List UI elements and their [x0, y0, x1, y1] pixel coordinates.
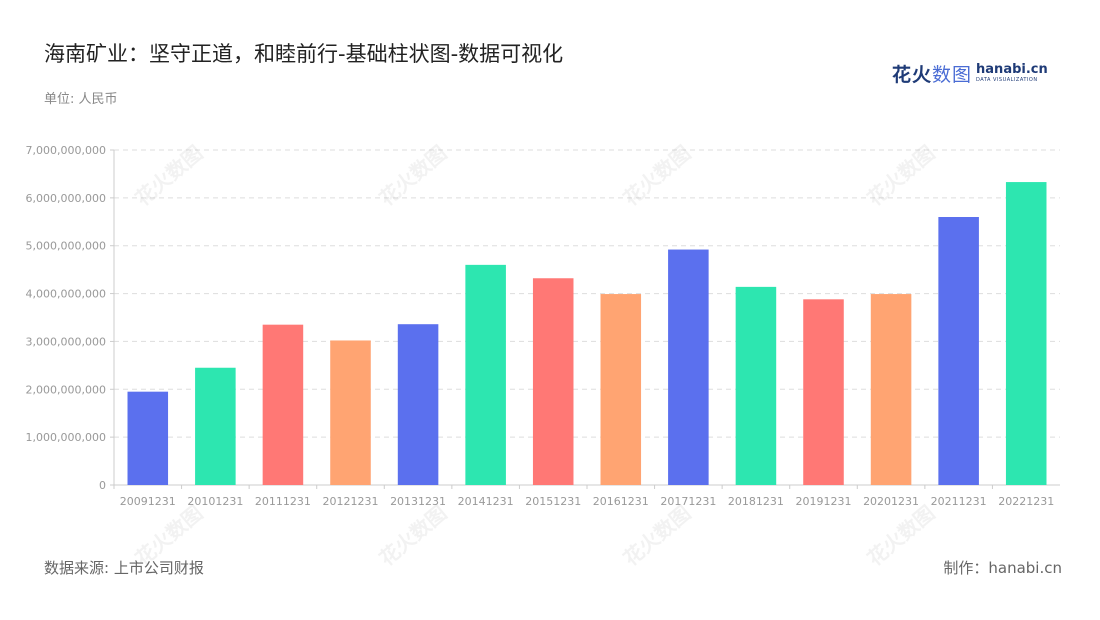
- x-tick-label: 20131231: [390, 495, 446, 508]
- y-tick-label: 1,000,000,000: [26, 431, 106, 444]
- bar: [262, 324, 304, 485]
- bar: [330, 340, 371, 485]
- y-tick-label: 7,000,000,000: [26, 144, 106, 157]
- y-tick-label: 0: [99, 479, 106, 492]
- brand-logo: 花火数图 hanabi.cn DATA VISUALIZATION: [892, 58, 1048, 88]
- x-tick-label: 20171231: [660, 495, 716, 508]
- x-tick-label: 20101231: [187, 495, 243, 508]
- x-tick-label: 20111231: [255, 495, 311, 508]
- maker-credit: 制作：hanabi.cn: [943, 559, 1062, 577]
- unit-label: 单位: 人民币: [44, 92, 118, 107]
- x-tick-label: 20121231: [323, 495, 379, 508]
- x-tick-label: 20211231: [931, 495, 987, 508]
- logo-en: hanabi.cn DATA VISUALIZATION: [976, 62, 1048, 83]
- y-tick-label: 3,000,000,000: [26, 335, 106, 348]
- y-tick-label: 5,000,000,000: [26, 240, 106, 253]
- x-tick-label: 20161231: [593, 495, 649, 508]
- x-tick-label: 20221231: [998, 495, 1054, 508]
- y-tick-label: 6,000,000,000: [26, 192, 106, 205]
- bar: [938, 217, 979, 485]
- data-source: 数据来源: 上市公司财报: [44, 559, 204, 577]
- bar: [465, 264, 506, 485]
- x-tick-label: 20141231: [458, 495, 514, 508]
- bar: [195, 367, 236, 485]
- bar: [668, 249, 709, 485]
- bar: [870, 294, 912, 485]
- y-tick-label: 4,000,000,000: [26, 288, 106, 301]
- bar: [803, 299, 844, 485]
- chart-title: 海南矿业：坚守正道，和睦前行-基础柱状图-数据可视化: [44, 42, 564, 66]
- x-tick-label: 20191231: [796, 495, 852, 508]
- bar: [127, 391, 169, 485]
- logo-cn: 花火数图: [892, 63, 973, 86]
- y-tick-label: 2,000,000,000: [26, 383, 106, 396]
- x-tick-label: 20201231: [863, 495, 919, 508]
- bar: [397, 324, 439, 485]
- bar: [1005, 182, 1047, 486]
- x-tick-label: 20091231: [120, 495, 176, 508]
- bar: [735, 286, 777, 485]
- bar: [532, 278, 574, 485]
- x-tick-label: 20181231: [728, 495, 784, 508]
- x-tick-label: 20151231: [525, 495, 581, 508]
- bar: [600, 294, 642, 485]
